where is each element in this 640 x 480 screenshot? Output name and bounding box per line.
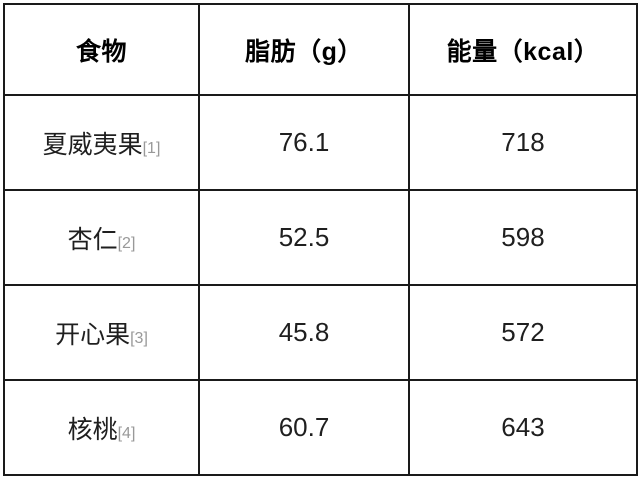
- table-row: 开心果[3] 45.8 572: [3, 284, 638, 381]
- food-name-cell: 核桃[4]: [3, 379, 200, 476]
- table-header-row: 食物 脂肪（g） 能量（kcal）: [3, 3, 638, 96]
- column-header-food: 食物: [3, 3, 200, 96]
- food-name: 杏仁: [67, 225, 118, 254]
- food-name-cell: 夏威夷果[1]: [3, 94, 200, 191]
- food-name: 开心果: [55, 320, 131, 349]
- food-name-cell: 开心果[3]: [3, 284, 200, 381]
- column-header-fat: 脂肪（g）: [198, 3, 410, 96]
- fat-value-cell: 60.7: [198, 379, 410, 476]
- fat-value-cell: 76.1: [198, 94, 410, 191]
- table-row: 核桃[4] 60.7 643: [3, 379, 638, 476]
- fat-value-cell: 45.8: [198, 284, 410, 381]
- energy-value-cell: 598: [408, 189, 638, 286]
- energy-value-cell: 572: [408, 284, 638, 381]
- food-name-cell: 杏仁[2]: [3, 189, 200, 286]
- food-name: 夏威夷果: [42, 130, 143, 159]
- food-name: 核桃: [67, 415, 118, 444]
- table-row: 杏仁[2] 52.5 598: [3, 189, 638, 286]
- energy-value-cell: 643: [408, 379, 638, 476]
- column-header-energy: 能量（kcal）: [408, 3, 638, 96]
- nutrition-table: 食物 脂肪（g） 能量（kcal） 夏威夷果[1] 76.1 718 杏仁[2]…: [3, 3, 638, 476]
- reference-marker: [1]: [142, 139, 161, 157]
- energy-value-cell: 718: [408, 94, 638, 191]
- fat-value-cell: 52.5: [198, 189, 410, 286]
- reference-marker: [2]: [117, 234, 136, 252]
- reference-marker: [3]: [130, 329, 148, 347]
- table-row: 夏威夷果[1] 76.1 718: [3, 94, 638, 191]
- reference-marker: [4]: [117, 424, 136, 442]
